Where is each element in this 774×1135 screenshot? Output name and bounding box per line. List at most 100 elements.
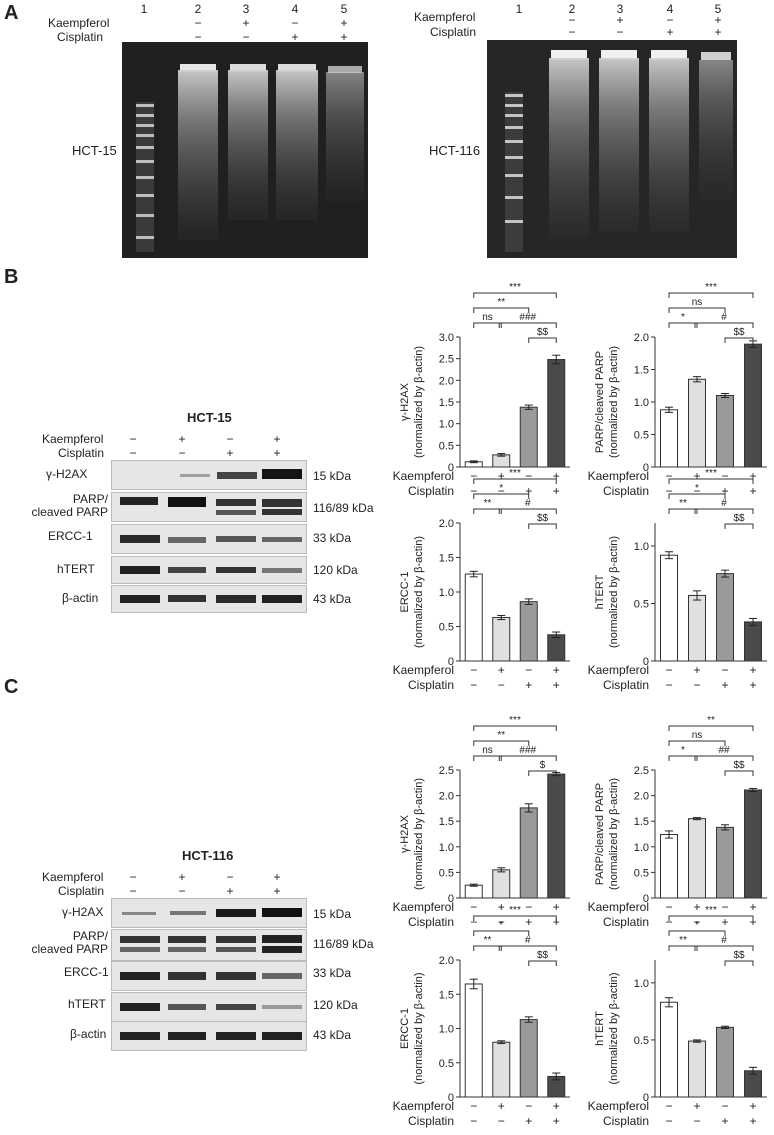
y-tick-label: 1.5 [634,365,649,377]
cisplatin-label: Cisplatin [603,484,649,498]
molecular-weight-label: 116/89 kDa [313,937,374,951]
cisplatin-sign: − [470,1114,477,1128]
panel-a-letter: A [4,2,19,24]
bar [519,807,538,899]
y-tick-label: 0 [643,462,649,474]
y-axis-label: (normalized by β-actin) [608,972,620,1084]
cisplatin-sign: + [553,678,560,692]
y-tick-label: 1.5 [439,816,454,828]
significance-bracket [473,915,557,921]
bar [519,1019,538,1098]
cisplatin-sign: + [226,446,234,460]
y-tick-label: 0.5 [439,1058,454,1070]
significance-label: *** [509,468,521,479]
cisplatin-sign: + [721,678,728,692]
kaempferol-sign: + [178,870,186,884]
lane-number: 2 [194,2,202,16]
y-axis-label: (normalized by β-actin) [413,972,425,1084]
significance-bracket [473,322,502,328]
significance-bracket [668,307,726,313]
significance-label: *** [705,468,717,479]
kaempferol-sign: + [749,900,756,914]
y-tick-label: 2.0 [634,791,649,803]
kaempferol-sign: + [498,469,505,483]
kaempferol-sign: − [721,469,728,483]
significance-label: ## [718,745,730,756]
cisplatin-sign: − [693,1114,700,1128]
kaempferol-sign: + [242,16,250,30]
kaempferol-sign: − [525,663,532,677]
kaempferol-sign: + [693,469,700,483]
blot-row-label: β-actin [62,591,99,605]
cisplatin-label: Cisplatin [430,25,477,39]
bar [547,634,566,662]
kaempferol-sign: + [498,1099,505,1113]
kaempferol-sign: − [129,432,137,446]
y-tick-label: 0.5 [634,867,649,879]
y-tick-label: 1.5 [439,397,454,409]
y-axis-label: ERCC-1 [399,1008,411,1049]
kaempferol-label: Kaempferol [588,900,649,914]
blot-strip-htert [111,992,307,1022]
cisplatin-sign: − [498,915,505,929]
bar [688,378,706,468]
bar [716,395,734,468]
kaempferol-sign: − [721,663,728,677]
cisplatin-label: Cisplatin [408,678,454,692]
kaempferol-sign: + [616,13,624,27]
y-axis-label: γ-H2AX [399,814,411,853]
significance-bracket [724,523,754,529]
cisplatin-label: Cisplatin [408,915,454,929]
significance-label: *** [509,282,521,293]
significance-bracket [668,930,726,936]
bar [492,869,511,899]
y-tick-label: 0.5 [439,440,454,452]
kaempferol-sign: + [273,870,281,884]
gel-cell-line-label: HCT-15 [72,143,117,158]
kaempferol-label: Kaempferol [393,900,454,914]
significance-label: # [721,935,727,946]
cisplatin-sign: − [178,884,186,898]
bar [492,617,511,662]
kaempferol-sign: + [693,1099,700,1113]
y-axis-label: (normalized by β-actin) [413,536,425,648]
significance-label: # [721,498,727,509]
significance-bracket [473,740,530,746]
significance-bracket [694,755,754,761]
y-tick-label: 1.0 [634,397,649,409]
blot-strip-beta-actin [111,1021,307,1051]
significance-bracket [694,322,754,328]
y-axis-label: hTERT [594,1011,606,1046]
significance-bracket [668,725,754,731]
blot-strip-parp [111,929,307,961]
cisplatin-sign: + [721,484,728,498]
kaempferol-sign: − [525,469,532,483]
y-tick-label: 0 [643,656,649,668]
significance-bracket [668,945,698,951]
significance-label: $$ [537,513,549,524]
molecular-weight-label: 15 kDa [313,469,352,483]
y-tick-label: 1.5 [634,816,649,828]
kaempferol-sign: + [749,1099,756,1113]
significance-bracket [668,322,698,328]
cisplatin-label: Cisplatin [603,915,649,929]
blot-row-label: hTERT [68,997,106,1011]
significance-bracket [668,478,754,484]
bar [716,1026,734,1098]
bar [547,773,566,899]
significance-label: * [681,745,685,756]
kaempferol-sign: − [129,870,137,884]
y-tick-label: 1.0 [634,978,649,990]
blot-strip-htert [111,556,307,584]
bar [519,601,538,662]
significance-bracket [668,915,754,921]
cisplatin-sign: − [693,915,700,929]
significance-label: ### [519,745,536,756]
cisplatin-sign: + [721,915,728,929]
bar [464,573,483,662]
significance-label: * [695,483,699,494]
kaempferol-sign: + [749,663,756,677]
kaempferol-sign: − [291,16,299,30]
cisplatin-sign: + [553,1114,560,1128]
y-tick-label: 2.5 [634,765,649,777]
